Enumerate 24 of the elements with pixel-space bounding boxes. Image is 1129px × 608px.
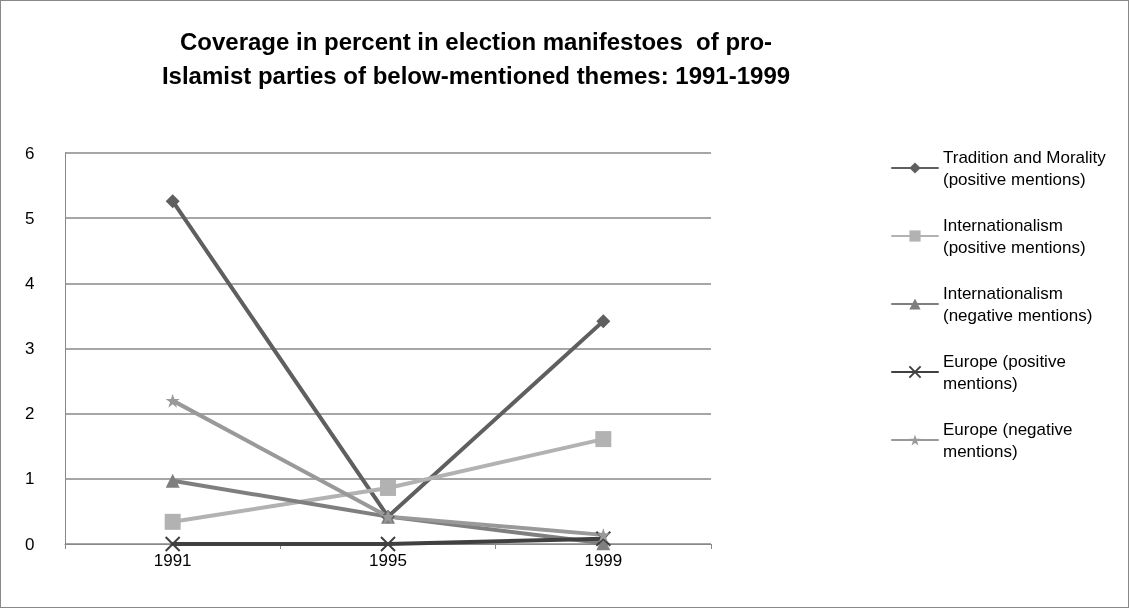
chart-title: Coverage in percent in election manifestoes of pro- Islamist parties of below-mentioned themes: 1991-1999 [161,27,791,89]
legend-label: Europe (positive mentions) [943,351,1071,393]
y-tick-label: 4 [25,273,35,293]
legend-label: Europe (negative mentions) [943,419,1078,461]
legend-label: Internationalism (positive mentions) [943,215,1086,257]
point [165,194,180,209]
point [596,314,611,329]
point [164,513,181,530]
y-tick-label: 6 [25,143,35,163]
legend-label: Internationalism (negative mentions) [943,283,1093,325]
y-tick-label: 3 [25,339,35,358]
point [380,479,396,496]
point [165,393,180,408]
x-tick-label: 1991 [153,551,192,570]
y-tick-label: 5 [25,208,35,228]
y-tick-label: 1 [25,469,35,489]
point [164,536,181,552]
point [595,431,612,448]
legend-label: Tradition and Morality (positive mentions) [943,147,1111,189]
x-tick-label: 1999 [584,551,623,570]
y-tick-label: 0 [25,534,35,554]
y-tick-label: 2 [25,404,35,424]
x-tick-label: 1995 [369,551,407,570]
point [380,536,396,552]
